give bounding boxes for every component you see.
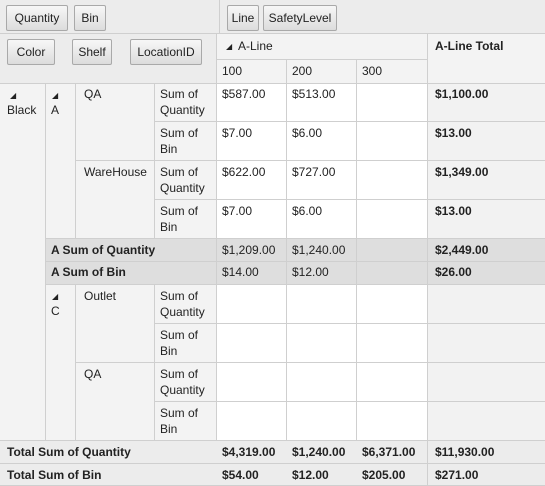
grand-total-cell: $4,319.00 (222, 445, 276, 459)
column-header-total: A-Line Total (435, 39, 504, 53)
divider (0, 83, 545, 84)
data-cell: $6.00 (292, 204, 323, 218)
divider (154, 199, 545, 200)
field-chip-line[interactable]: Line (227, 5, 259, 31)
grand-total-label-quantity: Total Sum of Quantity (7, 445, 131, 459)
measure-label-quantity: Sum of (160, 165, 199, 179)
measure-label-bin: Sum of (160, 328, 199, 342)
grand-total-label-bin: Total Sum of Bin (7, 468, 102, 482)
collapse-shelf-c-toggle-icon[interactable]: ◢ (52, 292, 59, 301)
collapse-line-toggle-icon[interactable]: ◢ (226, 42, 233, 51)
subtotal-cell: $14.00 (222, 265, 259, 279)
data-cell: $513.00 (292, 87, 336, 101)
column-header-100: 100 (222, 64, 243, 78)
measure-label-bin: Bin (160, 422, 178, 436)
measure-label-bin: Bin (160, 142, 178, 156)
collapse-color-toggle-icon[interactable]: ◢ (10, 91, 17, 100)
field-chip-bin[interactable]: Bin (74, 5, 106, 31)
row-header-location-qa: QA (84, 87, 102, 101)
field-chip-shelf[interactable]: Shelf (72, 39, 112, 65)
grand-total-cell: $1,240.00 (292, 445, 346, 459)
grand-total-cell: $205.00 (362, 468, 406, 482)
total-cell: $1,349.00 (435, 165, 489, 179)
divider (0, 440, 545, 441)
data-cell: $622.00 (222, 165, 266, 179)
subtotal-cell: $1,240.00 (292, 243, 346, 257)
measure-label-quantity: Quantity (160, 181, 205, 195)
data-cell: $7.00 (222, 126, 253, 140)
data-cell: $7.00 (222, 204, 253, 218)
total-cell: $1,100.00 (435, 87, 489, 101)
divider (46, 261, 545, 262)
measure-label-quantity: Quantity (160, 305, 205, 319)
divider (0, 463, 545, 464)
data-cell: $587.00 (222, 87, 266, 101)
divider (154, 323, 545, 324)
measure-label-quantity: Sum of (160, 367, 199, 381)
divider (45, 84, 46, 440)
row-header-location-warehouse: WareHouse (84, 165, 147, 179)
collapse-shelf-a-toggle-icon[interactable]: ◢ (52, 91, 59, 100)
subtotal-label-quantity: A Sum of Quantity (51, 243, 156, 257)
grand-total-overall: $271.00 (435, 468, 479, 482)
measure-label-bin: Sum of (160, 406, 199, 420)
measure-label-quantity: Quantity (160, 103, 205, 117)
subtotal-total-cell: $2,449.00 (435, 243, 489, 257)
data-cell: $6.00 (292, 126, 323, 140)
divider (427, 34, 428, 486)
column-header-300: 300 (362, 64, 383, 78)
data-cell: $727.00 (292, 165, 336, 179)
divider (75, 362, 545, 363)
row-header-shelf-a: A (51, 103, 60, 117)
total-cell: $13.00 (435, 126, 472, 140)
total-cell: $13.00 (435, 204, 472, 218)
row-header-color-black: Black (7, 103, 37, 117)
grand-total-cell: $6,371.00 (362, 445, 416, 459)
divider (154, 121, 545, 122)
divider (46, 284, 545, 285)
row-header-location-outlet: Outlet (84, 289, 117, 303)
divider (154, 84, 155, 238)
divider (75, 84, 76, 238)
total-column-header-bg (427, 34, 545, 84)
field-chip-safetylevel[interactable]: SafetyLevel (263, 5, 337, 31)
column-header-200: 200 (292, 64, 313, 78)
divider (356, 60, 357, 440)
subtotal-label-bin: A Sum of Bin (51, 265, 126, 279)
subtotal-cell: $1,209.00 (222, 243, 276, 257)
divider (0, 33, 545, 34)
divider (216, 34, 217, 440)
grand-total-cell: $12.00 (292, 468, 329, 482)
measure-label-bin: Bin (160, 220, 178, 234)
measure-label-bin: Sum of (160, 126, 199, 140)
row-header-location-qa: QA (84, 367, 102, 381)
field-chip-locationid[interactable]: LocationID (130, 39, 202, 65)
column-header-line: A-Line (238, 39, 273, 53)
measure-label-bin: Sum of (160, 204, 199, 218)
divider (46, 238, 545, 239)
grand-total-overall: $11,930.00 (435, 445, 495, 459)
field-chip-color[interactable]: Color (7, 39, 55, 65)
measure-label-quantity: Sum of (160, 87, 199, 101)
divider (216, 59, 427, 60)
divider (75, 160, 545, 161)
subtotal-cell: $12.00 (292, 265, 329, 279)
measure-label-quantity: Quantity (160, 383, 205, 397)
divider (154, 401, 545, 402)
divider (286, 60, 287, 440)
field-chip-quantity[interactable]: Quantity (6, 5, 68, 31)
divider (219, 0, 220, 34)
subtotal-total-cell: $26.00 (435, 265, 472, 279)
grand-total-cell: $54.00 (222, 468, 259, 482)
measure-label-quantity: Sum of (160, 289, 199, 303)
measure-label-bin: Bin (160, 344, 178, 358)
row-header-shelf-c: C (51, 304, 60, 318)
